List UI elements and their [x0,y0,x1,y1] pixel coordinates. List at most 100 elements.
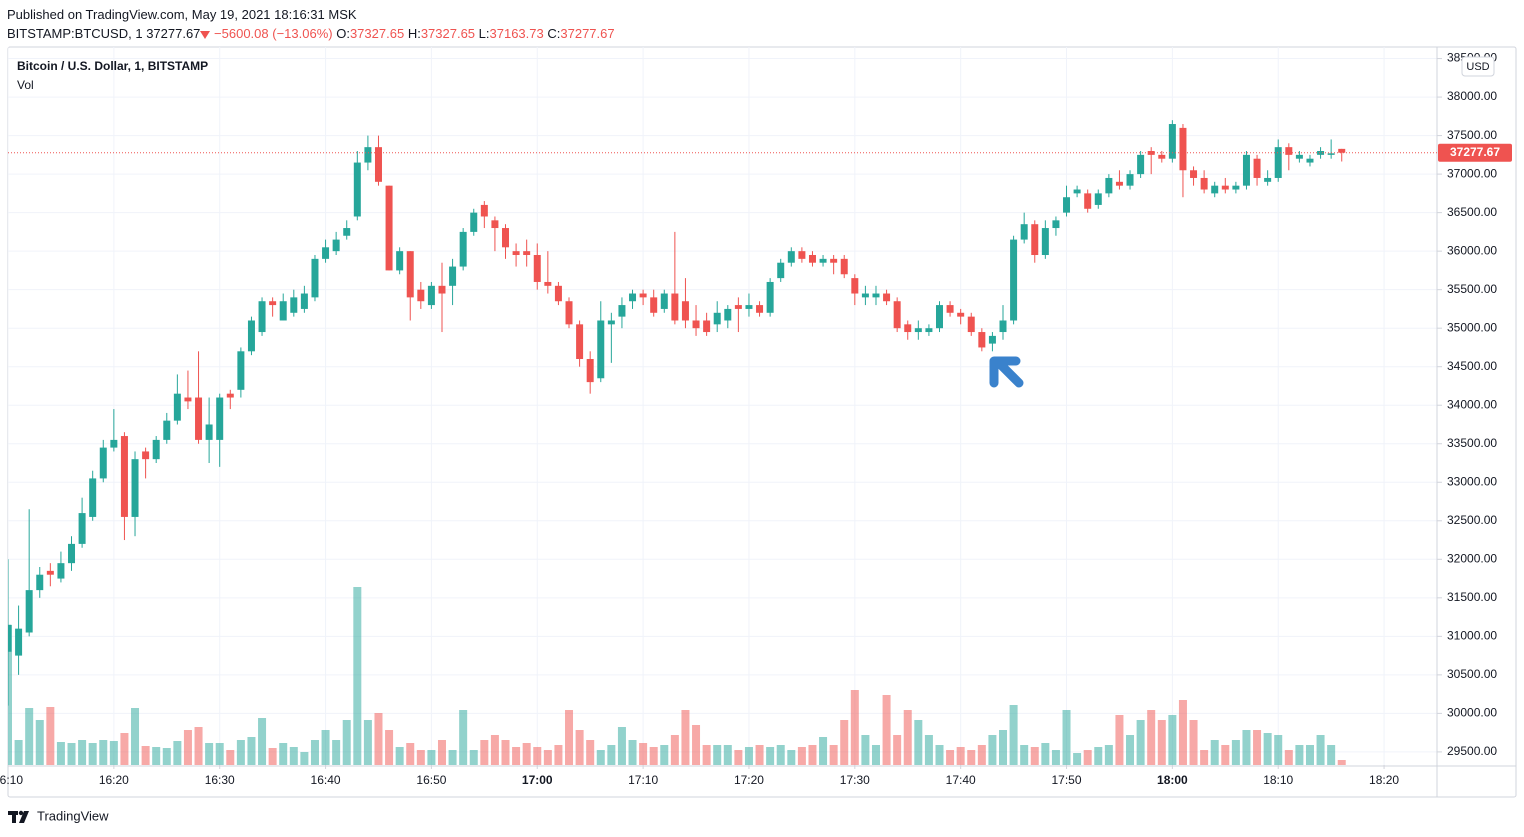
volume-bar [628,740,637,765]
volume-bar [448,750,457,765]
candle-body [840,258,848,275]
volume-bar [565,710,574,765]
candle-body [1211,185,1219,194]
candle-body [629,293,637,302]
candle-body [1094,193,1102,205]
volume-bar [1126,735,1135,765]
currency-box[interactable] [1461,56,1495,77]
currency-label[interactable]: USD [1466,61,1489,73]
y-tick-label: 38000.00 [1447,89,1497,103]
volume-bar [8,625,12,765]
candle-body [1317,151,1325,155]
candle-body [322,247,330,259]
candle-body [8,624,12,652]
volume-bar [268,748,277,765]
candle-body [1084,193,1092,209]
candle-body [893,301,901,329]
annotation-arrow [989,356,1024,388]
y-tick-label: 34000.00 [1447,397,1497,411]
candle-body [576,324,584,360]
candle-body [565,301,573,325]
volume-bar [1210,740,1219,765]
candle-body [692,320,700,329]
candle-body [978,332,986,348]
volume-bar [776,745,785,765]
y-tick-label: 32500.00 [1447,513,1497,527]
volume-bar [1284,750,1293,765]
volume-bar [871,745,880,765]
down-arrow [200,30,211,39]
last-value: 37277.67 [146,26,201,41]
volume-bar [25,708,34,765]
time-axis: 16:10 16:20 16:30 16:40 16:50 17:00 17:10 17:20… [0,765,1399,787]
chart-frame [7,46,1517,798]
candle-body [131,459,139,517]
x-tick-label: 17:50 [1052,773,1082,787]
candle-body [364,147,372,163]
candle-body [480,204,488,217]
candle-body [713,312,721,325]
volume-bar [554,745,563,765]
candle-body [777,262,785,279]
candle-body [1052,220,1060,229]
volume-bar [385,730,394,765]
candle-body [449,266,457,286]
volume-bar [522,743,531,765]
brand-name: TradingView [37,808,109,823]
candle-body [935,305,943,329]
candle-body [639,293,647,298]
volume-bar [702,745,711,765]
volume-bar [1200,750,1209,765]
candle-body [1242,154,1250,186]
price-axis: 29500.00 30000.00 30500.00 31000.00 31500.00… [1437,51,1497,758]
candle-body [1137,154,1145,175]
candle-body [438,285,446,294]
volume-bar [713,745,722,765]
volume-bar [1009,705,1018,765]
last-price: 37277.67 [8,143,1512,162]
candle-body [1200,177,1208,190]
candle-body [597,320,605,379]
y-tick-label: 31500.00 [1447,590,1497,604]
candle-body [470,212,478,232]
volume-bar [755,745,764,765]
candle-body [332,239,340,252]
candle-body [946,305,954,313]
volume-bar [850,690,859,765]
candle-body [89,478,97,517]
volume-bar [1327,745,1336,765]
volume-bar [56,742,65,765]
volume-bar [258,718,267,765]
volume-bar [490,735,499,765]
candle-body [1063,197,1071,213]
volume-bar [141,746,150,765]
volume-bar [924,735,933,765]
candle-body [247,320,255,352]
volume-bar [1083,750,1092,765]
volume-bar [723,745,732,765]
volume-bar [300,752,309,765]
candle-body [1179,127,1187,171]
volume-bar [1231,740,1240,765]
volume-bar [374,713,383,765]
candle-body [766,281,774,313]
close-value: 37277.67 [560,26,615,41]
volume-bar [332,740,341,765]
volume-bar [226,750,235,765]
volume-bar [1073,753,1082,765]
candle-body [904,324,912,333]
volume-bar [1305,745,1314,765]
volume-bar [596,750,605,765]
volume-bar [480,740,489,765]
candle-body [173,393,181,421]
x-tick-label: 18:20 [1369,773,1399,787]
y-tick-label: 37500.00 [1447,128,1497,142]
volume-layer [8,587,1346,765]
candle-body [36,574,44,591]
volume-bar [744,747,753,765]
candle-body [57,563,65,579]
candle-body [988,335,996,344]
volume-bar [935,745,944,765]
y-tick-label: 30000.00 [1447,706,1497,720]
